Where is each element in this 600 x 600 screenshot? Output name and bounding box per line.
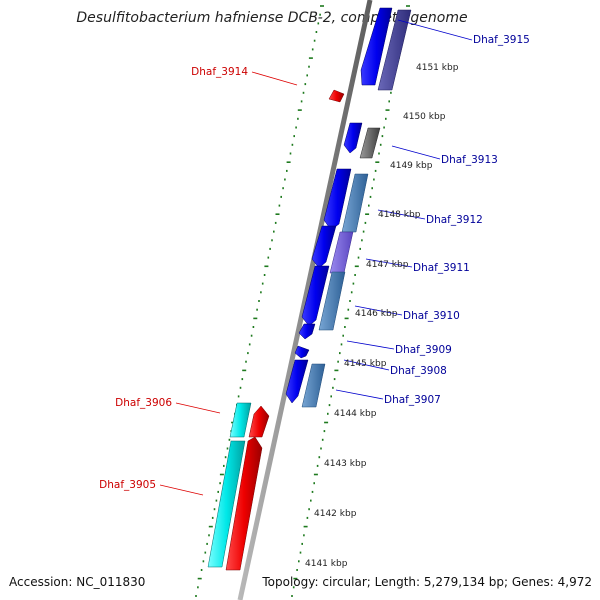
gene-arrow-dhaf-3914[interactable] (328, 89, 345, 103)
kbp-label: 4150 kbp (403, 112, 446, 122)
leader-line-dhaf-3912 (377, 209, 426, 220)
kbp-label: 4142 kbp (314, 509, 357, 519)
kbp-label: 4143 kbp (324, 459, 367, 469)
kbp-label: 4149 kbp (390, 161, 433, 171)
kbp-label: 4148 kbp (378, 210, 421, 220)
kbp-label: 4151 kbp (416, 63, 459, 73)
gene-label-dhaf-3905[interactable]: Dhaf_3905 (99, 479, 156, 491)
gene-label-dhaf-3910[interactable]: Dhaf_3910 (403, 310, 460, 322)
leader-line-dhaf-3908 (343, 359, 390, 371)
gene-block-dhaf-3911-product[interactable] (329, 231, 354, 274)
gene-arrow-dhaf-3915[interactable] (360, 7, 393, 86)
gene-arrow-dhaf-3911[interactable] (311, 225, 337, 269)
leader-line-dhaf-3910 (354, 305, 403, 316)
gene-label-dhaf-3911[interactable]: Dhaf_3911 (413, 262, 470, 274)
gene-label-dhaf-3908[interactable]: Dhaf_3908 (390, 365, 447, 377)
tick-track-reverse (195, 5, 324, 597)
kbp-label: 4141 kbp (305, 559, 348, 569)
genome-summary-text: Topology: circular; Length: 5,279,134 bp… (261, 575, 592, 589)
leader-line-dhaf-3911 (365, 258, 413, 268)
gene-block-dhaf-3913-product[interactable] (359, 127, 381, 159)
kbp-label: 4147 kbp (366, 260, 409, 270)
gene-block-dhaf-3912-product[interactable] (341, 173, 369, 233)
gene-label-dhaf-3913[interactable]: Dhaf_3913 (441, 154, 498, 166)
leader-line-dhaf-3905 (159, 484, 204, 496)
gene-block-dhaf-3907-product[interactable] (301, 363, 326, 408)
gene-label-dhaf-3915[interactable]: Dhaf_3915 (473, 34, 530, 46)
gene-label-dhaf-3907[interactable]: Dhaf_3907 (384, 394, 441, 406)
gene-label-dhaf-3909[interactable]: Dhaf_3909 (395, 344, 452, 356)
leader-line-dhaf-3906 (175, 402, 221, 414)
gene-block-dhaf-3910-product[interactable] (318, 271, 346, 331)
gene-labels: Dhaf_3915 Dhaf_3914 Dhaf_3913 Dhaf_3912 … (99, 34, 530, 491)
accession-text: Accession: NC_011830 (9, 575, 145, 589)
position-labels: 4151 kbp 4150 kbp 4149 kbp 4148 kbp 4147… (305, 63, 459, 569)
gene-features (207, 7, 412, 571)
leader-line-dhaf-3907 (335, 389, 384, 400)
map-title: Desulfitobacterium hafniense DCB-2, comp… (76, 10, 467, 26)
genome-backbone (237, 0, 373, 600)
gene-label-dhaf-3906[interactable]: Dhaf_3906 (115, 397, 172, 409)
gene-arrow-dhaf-3908[interactable] (294, 345, 310, 359)
leader-line-dhaf-3915 (397, 19, 473, 41)
gene-block-dhaf-3915-product[interactable] (377, 9, 412, 91)
backbone-line (237, 0, 373, 600)
gene-arrow-dhaf-3913[interactable] (343, 122, 363, 154)
leader-line-dhaf-3914 (251, 71, 298, 86)
gene-arrow-dhaf-3905[interactable] (225, 436, 263, 571)
gene-block-dhaf-3906-rna[interactable] (229, 402, 252, 438)
leader-line-dhaf-3913 (391, 145, 441, 160)
gene-label-dhaf-3912[interactable]: Dhaf_3912 (426, 214, 483, 226)
gene-label-dhaf-3914[interactable]: Dhaf_3914 (191, 66, 248, 78)
gene-label-lines (159, 19, 473, 496)
kbp-label: 4146 kbp (355, 309, 398, 319)
gene-arrow-dhaf-3907[interactable] (285, 359, 309, 404)
gene-block-dhaf-3905-rna[interactable] (207, 440, 246, 568)
kbp-label: 4145 kbp (344, 359, 387, 369)
gene-arrow-dhaf-3910[interactable] (301, 265, 330, 327)
gene-arrow-dhaf-3906[interactable] (248, 405, 270, 438)
leader-line-dhaf-3909 (346, 340, 395, 350)
kbp-label: 4144 kbp (334, 409, 377, 419)
gene-arrow-dhaf-3909[interactable] (298, 323, 316, 340)
